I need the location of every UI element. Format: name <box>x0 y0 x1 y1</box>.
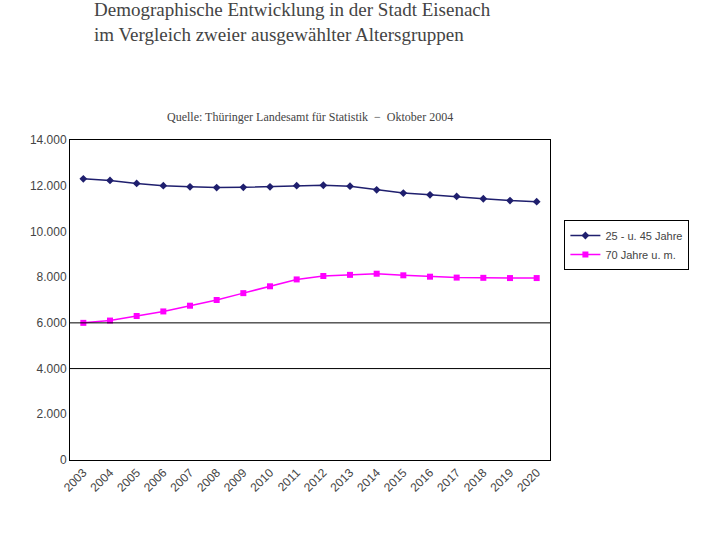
svg-text:6.000: 6.000 <box>37 316 67 330</box>
svg-text:0: 0 <box>60 453 67 467</box>
svg-text:2.000: 2.000 <box>37 407 67 421</box>
svg-text:2020: 2020 <box>514 466 543 495</box>
svg-text:10.000: 10.000 <box>30 225 67 239</box>
svg-text:2007: 2007 <box>168 466 197 495</box>
svg-text:2011: 2011 <box>275 466 303 494</box>
svg-text:2012: 2012 <box>301 466 330 495</box>
svg-text:12.000: 12.000 <box>30 179 67 193</box>
svg-text:2009: 2009 <box>221 466 250 495</box>
svg-text:2008: 2008 <box>194 466 223 495</box>
svg-text:2006: 2006 <box>141 466 170 495</box>
svg-text:2019: 2019 <box>488 466 517 495</box>
svg-text:25 - u. 45 Jahre: 25 - u. 45 Jahre <box>605 230 682 242</box>
svg-text:2010: 2010 <box>248 466 277 495</box>
svg-text:2015: 2015 <box>381 466 410 495</box>
svg-text:2013: 2013 <box>328 466 357 495</box>
svg-text:4.000: 4.000 <box>37 362 67 376</box>
svg-text:2018: 2018 <box>461 466 490 495</box>
svg-text:2005: 2005 <box>114 466 143 495</box>
svg-text:2003: 2003 <box>61 466 90 495</box>
svg-text:70 Jahre u. m.: 70 Jahre u. m. <box>605 249 675 261</box>
svg-text:2017: 2017 <box>434 466 463 495</box>
svg-text:2016: 2016 <box>408 466 437 495</box>
svg-text:2004: 2004 <box>88 466 117 495</box>
svg-text:8.000: 8.000 <box>37 270 67 284</box>
svg-text:14.000: 14.000 <box>30 133 67 147</box>
svg-text:Demographische Entwicklung in: Demographische Entwicklung in der Stadt … <box>94 0 491 45</box>
svg-text:2014: 2014 <box>354 466 383 495</box>
svg-text:Quelle: Thüringer Landesamt fü: Quelle: Thüringer Landesamt für Statisti… <box>167 110 453 124</box>
